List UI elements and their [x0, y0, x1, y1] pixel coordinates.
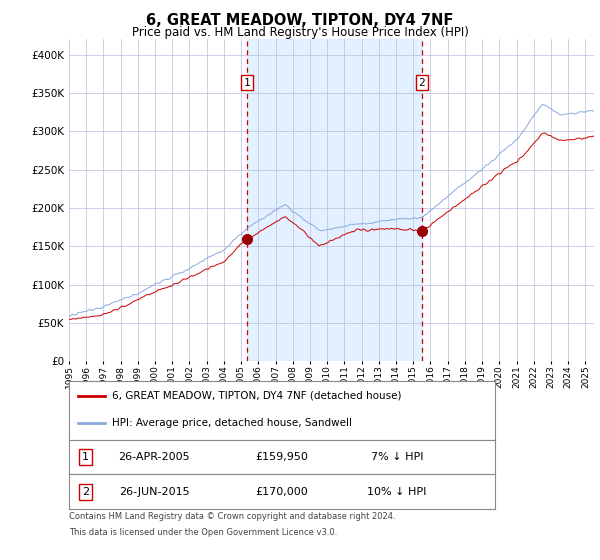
Text: 1: 1 — [244, 78, 250, 88]
Text: 10% ↓ HPI: 10% ↓ HPI — [367, 487, 427, 497]
Bar — [247, 39, 422, 361]
Text: 1: 1 — [82, 452, 89, 462]
Text: 6, GREAT MEADOW, TIPTON, DY4 7NF: 6, GREAT MEADOW, TIPTON, DY4 7NF — [146, 13, 454, 27]
Text: 2: 2 — [82, 487, 89, 497]
Text: 26-JUN-2015: 26-JUN-2015 — [119, 487, 190, 497]
Text: 6, GREAT MEADOW, TIPTON, DY4 7NF (detached house): 6, GREAT MEADOW, TIPTON, DY4 7NF (detach… — [112, 390, 401, 400]
Text: 26-APR-2005: 26-APR-2005 — [118, 452, 190, 462]
Text: Contains HM Land Registry data © Crown copyright and database right 2024.: Contains HM Land Registry data © Crown c… — [69, 512, 395, 521]
Text: Price paid vs. HM Land Registry's House Price Index (HPI): Price paid vs. HM Land Registry's House … — [131, 26, 469, 39]
Text: £159,950: £159,950 — [256, 452, 308, 462]
Text: HPI: Average price, detached house, Sandwell: HPI: Average price, detached house, Sand… — [112, 418, 352, 428]
Text: This data is licensed under the Open Government Licence v3.0.: This data is licensed under the Open Gov… — [69, 528, 337, 536]
Text: 2: 2 — [418, 78, 425, 88]
Text: 7% ↓ HPI: 7% ↓ HPI — [371, 452, 423, 462]
Text: £170,000: £170,000 — [256, 487, 308, 497]
